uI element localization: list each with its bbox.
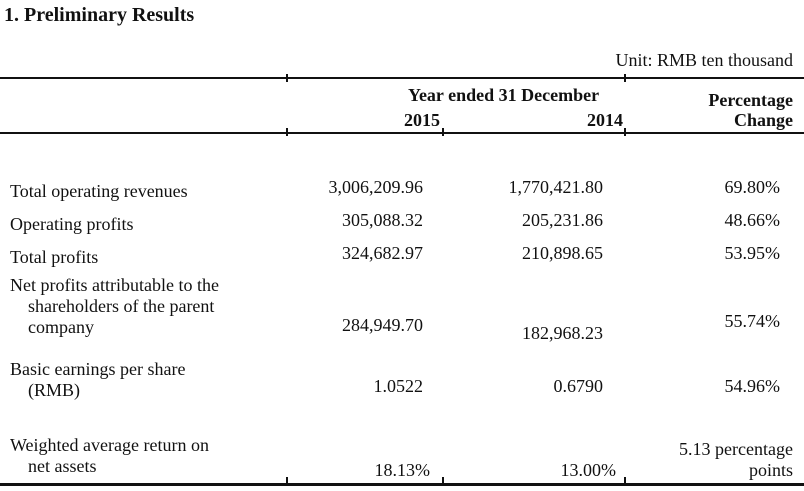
document-title: 1. Preliminary Results	[4, 4, 195, 26]
value-2014: 210,898.65	[522, 243, 603, 263]
column-divider-tick	[624, 477, 626, 485]
column-divider-tick	[286, 74, 288, 82]
column-divider-tick	[286, 477, 288, 485]
value-change: 69.80%	[724, 177, 781, 197]
value-2014: 13.00%	[560, 459, 617, 480]
row-label: Basic earnings per share (RMB)	[10, 359, 186, 400]
column-divider-tick	[286, 128, 288, 136]
value-2014: 205,231.86	[522, 210, 603, 230]
header-percentage: Percentage	[708, 90, 793, 110]
table-header: Year ended 31 December Percentage 2015 2…	[0, 78, 804, 134]
unit-note: Unit: RMB ten thousand	[615, 50, 793, 70]
table-row: Total profits 324,682.97 210,898.65 53.9…	[0, 241, 804, 274]
header-2015: 2015	[287, 107, 443, 134]
value-change: 54.96%	[724, 376, 781, 396]
header-spacer-cell	[0, 107, 287, 134]
header-2014: 2014	[443, 107, 625, 134]
column-divider-tick	[624, 74, 626, 82]
results-table: Year ended 31 December Percentage 2015 2…	[0, 77, 804, 486]
value-2015: 284,949.70	[342, 315, 423, 335]
column-divider-tick	[442, 477, 444, 485]
value-2014: 1,770,421.80	[508, 177, 604, 197]
row-label: Total operating revenues	[10, 181, 188, 201]
header-spacer-cell	[0, 78, 287, 107]
header-change: Change	[625, 107, 804, 134]
table-row: Weighted average return on net assets 18…	[0, 407, 804, 484]
header-year-group: Year ended 31 December	[407, 85, 600, 105]
value-2014: 0.6790	[553, 376, 604, 396]
row-label: Weighted average return on net assets	[10, 434, 209, 476]
table-row: Basic earnings per share (RMB) 1.0522 0.…	[0, 344, 804, 407]
value-change: 48.66%	[724, 210, 781, 230]
header-row-years: 2015 2014 Change	[0, 107, 804, 134]
row-label: Total profits	[10, 247, 99, 267]
value-2015: 1.0522	[373, 376, 424, 396]
header-row-group: Year ended 31 December Percentage	[0, 78, 804, 110]
value-change: 53.95%	[724, 243, 781, 263]
table-row: Net profits attributable to the sharehol…	[0, 274, 804, 344]
value-2015: 324,682.97	[342, 243, 423, 263]
value-change: 55.74%	[724, 311, 781, 331]
value-2015: 3,006,209.96	[328, 177, 424, 197]
value-change: 5.13 percentage points	[679, 438, 793, 480]
value-2015: 305,088.32	[342, 210, 423, 230]
row-label: Net profits attributable to the sharehol…	[10, 275, 219, 337]
spacer-row	[0, 133, 804, 175]
column-divider-tick	[624, 128, 626, 136]
table-row: Total operating revenues 3,006,209.96 1,…	[0, 175, 804, 208]
value-2015: 18.13%	[374, 459, 431, 480]
table-row: Operating profits 305,088.32 205,231.86 …	[0, 208, 804, 241]
row-label: Operating profits	[10, 214, 134, 234]
table-body: Total operating revenues 3,006,209.96 1,…	[0, 133, 804, 484]
results-table-wrapper: Year ended 31 December Percentage 2015 2…	[0, 74, 804, 486]
value-2014: 182,968.23	[522, 323, 603, 343]
column-divider-tick	[442, 128, 444, 136]
